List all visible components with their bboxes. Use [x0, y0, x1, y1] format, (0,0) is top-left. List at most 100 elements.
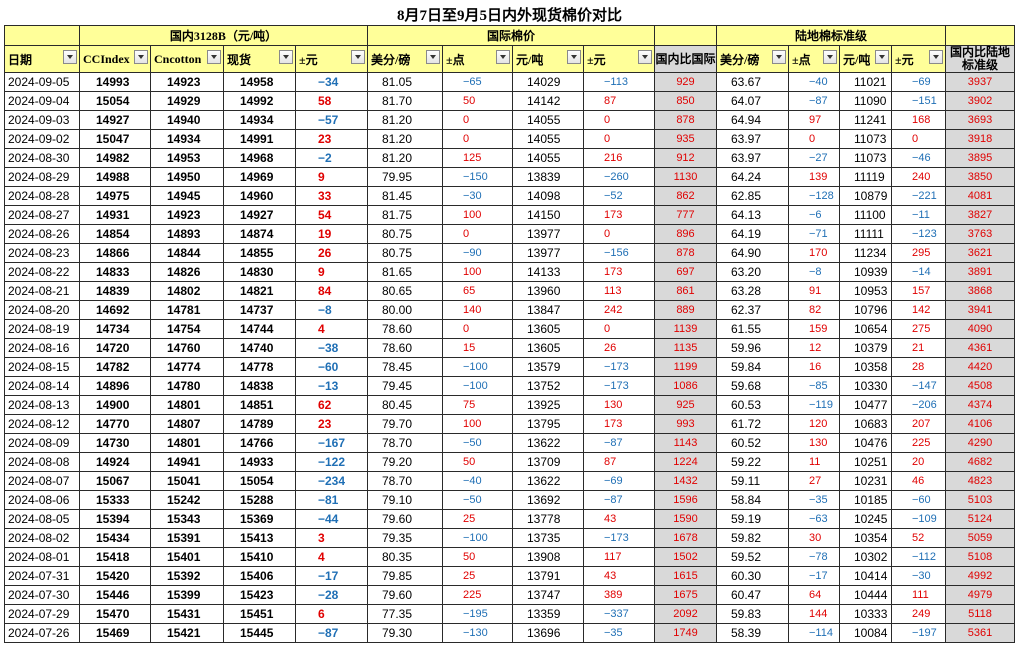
- cell-intl-cents[interactable]: 79.60: [367, 509, 443, 529]
- cell-landed-points[interactable]: 82: [788, 300, 840, 320]
- cell-intl-points[interactable]: 125: [442, 148, 513, 168]
- cell-intl-cents[interactable]: 79.95: [367, 167, 443, 187]
- cell-landed-yuan-change[interactable]: 168: [891, 110, 946, 130]
- cell-intl-yuan[interactable]: 13579: [512, 357, 584, 377]
- cell-landed-cents[interactable]: 61.72: [716, 414, 789, 434]
- cell-spot[interactable]: 15054: [223, 471, 296, 491]
- cell-date[interactable]: 2024-08-08: [4, 452, 80, 472]
- cell-intl-points[interactable]: 15: [442, 338, 513, 358]
- cell-spot[interactable]: 14933: [223, 452, 296, 472]
- cell-landed-yuan[interactable]: 10476: [839, 433, 892, 453]
- cell-intl-points[interactable]: −100: [442, 528, 513, 548]
- cell-landed-yuan[interactable]: 11021: [839, 72, 892, 92]
- cell-cncotton[interactable]: 15399: [150, 585, 224, 605]
- cell-landed-points[interactable]: 139: [788, 167, 840, 187]
- cell-domestic-vs-intl[interactable]: 2092: [654, 604, 717, 624]
- cell-landed-yuan-change[interactable]: −206: [891, 395, 946, 415]
- cell-landed-points[interactable]: 0: [788, 129, 840, 149]
- cell-domestic-vs-landed[interactable]: 4992: [945, 566, 1015, 586]
- cell-landed-cents[interactable]: 59.83: [716, 604, 789, 624]
- cell-landed-cents[interactable]: 63.67: [716, 72, 789, 92]
- cell-intl-cents[interactable]: 79.45: [367, 376, 443, 396]
- cell-ccindex[interactable]: 14988: [79, 167, 151, 187]
- cell-ccindex[interactable]: 14782: [79, 357, 151, 377]
- cell-spot-change[interactable]: 3: [295, 528, 368, 548]
- cell-domestic-vs-intl[interactable]: 925: [654, 395, 717, 415]
- cell-landed-yuan[interactable]: 10939: [839, 262, 892, 282]
- cell-landed-yuan[interactable]: 10231: [839, 471, 892, 491]
- cell-intl-cents[interactable]: 78.60: [367, 338, 443, 358]
- cell-intl-cents[interactable]: 80.45: [367, 395, 443, 415]
- cell-date[interactable]: 2024-08-28: [4, 186, 80, 206]
- cell-landed-yuan[interactable]: 10251: [839, 452, 892, 472]
- cell-domestic-vs-landed[interactable]: 4090: [945, 319, 1015, 339]
- cell-domestic-vs-intl[interactable]: 1678: [654, 528, 717, 548]
- cell-spot-change[interactable]: −44: [295, 509, 368, 529]
- cell-domestic-vs-intl[interactable]: 1749: [654, 623, 717, 643]
- cell-cncotton[interactable]: 14929: [150, 91, 224, 111]
- cell-intl-yuan[interactable]: 13709: [512, 452, 584, 472]
- cell-intl-cents[interactable]: 81.05: [367, 72, 443, 92]
- cell-spot-change[interactable]: 4: [295, 547, 368, 567]
- cell-intl-yuan[interactable]: 13692: [512, 490, 584, 510]
- cell-intl-cents[interactable]: 79.60: [367, 585, 443, 605]
- cell-landed-yuan-change[interactable]: 295: [891, 243, 946, 263]
- filter-dropdown-icon[interactable]: [279, 50, 293, 64]
- cell-spot[interactable]: 14821: [223, 281, 296, 301]
- cell-intl-cents[interactable]: 80.75: [367, 243, 443, 263]
- cell-intl-cents[interactable]: 81.65: [367, 262, 443, 282]
- cell-intl-yuan-change[interactable]: −173: [583, 357, 655, 377]
- cell-intl-yuan-change[interactable]: −156: [583, 243, 655, 263]
- cell-cncotton[interactable]: 14934: [150, 129, 224, 149]
- cell-landed-cents[interactable]: 59.22: [716, 452, 789, 472]
- cell-domestic-vs-landed[interactable]: 5108: [945, 547, 1015, 567]
- cell-intl-yuan[interactable]: 13977: [512, 243, 584, 263]
- cell-spot-change[interactable]: 62: [295, 395, 368, 415]
- cell-date[interactable]: 2024-08-02: [4, 528, 80, 548]
- cell-intl-yuan[interactable]: 14098: [512, 186, 584, 206]
- cell-spot-change[interactable]: 84: [295, 281, 368, 301]
- cell-landed-cents[interactable]: 63.20: [716, 262, 789, 282]
- cell-spot[interactable]: 14934: [223, 110, 296, 130]
- cell-landed-points[interactable]: −8: [788, 262, 840, 282]
- cell-intl-yuan[interactable]: 14055: [512, 110, 584, 130]
- cell-date[interactable]: 2024-08-30: [4, 148, 80, 168]
- cell-landed-yuan[interactable]: 10477: [839, 395, 892, 415]
- cell-landed-yuan-change[interactable]: −151: [891, 91, 946, 111]
- cell-landed-yuan[interactable]: 11234: [839, 243, 892, 263]
- cell-intl-yuan-change[interactable]: −173: [583, 376, 655, 396]
- cell-landed-cents[interactable]: 58.84: [716, 490, 789, 510]
- cell-domestic-vs-intl[interactable]: 777: [654, 205, 717, 225]
- cell-intl-cents[interactable]: 80.00: [367, 300, 443, 320]
- cell-ccindex[interactable]: 15047: [79, 129, 151, 149]
- cell-landed-yuan-change[interactable]: 240: [891, 167, 946, 187]
- cell-domestic-vs-landed[interactable]: 5361: [945, 623, 1015, 643]
- cell-cncotton[interactable]: 14774: [150, 357, 224, 377]
- cell-landed-points[interactable]: 64: [788, 585, 840, 605]
- cell-landed-cents[interactable]: 59.96: [716, 338, 789, 358]
- filter-dropdown-icon[interactable]: [134, 50, 148, 64]
- cell-cncotton[interactable]: 15421: [150, 623, 224, 643]
- cell-spot-change[interactable]: 54: [295, 205, 368, 225]
- cell-intl-yuan-change[interactable]: 117: [583, 547, 655, 567]
- cell-intl-yuan[interactable]: 13847: [512, 300, 584, 320]
- cell-cncotton[interactable]: 14945: [150, 186, 224, 206]
- cell-cncotton[interactable]: 14923: [150, 72, 224, 92]
- cell-landed-cents[interactable]: 64.90: [716, 243, 789, 263]
- cell-spot-change[interactable]: 58: [295, 91, 368, 111]
- cell-spot[interactable]: 14740: [223, 338, 296, 358]
- cell-spot-change[interactable]: −234: [295, 471, 368, 491]
- cell-intl-cents[interactable]: 81.70: [367, 91, 443, 111]
- cell-intl-cents[interactable]: 81.20: [367, 110, 443, 130]
- cell-intl-yuan-change[interactable]: 43: [583, 509, 655, 529]
- cell-landed-points[interactable]: −85: [788, 376, 840, 396]
- cell-landed-yuan[interactable]: 11073: [839, 148, 892, 168]
- cell-spot[interactable]: 14874: [223, 224, 296, 244]
- cell-date[interactable]: 2024-09-03: [4, 110, 80, 130]
- cell-landed-points[interactable]: 27: [788, 471, 840, 491]
- cell-domestic-vs-intl[interactable]: 1199: [654, 357, 717, 377]
- cell-intl-yuan-change[interactable]: 0: [583, 129, 655, 149]
- cell-date[interactable]: 2024-08-29: [4, 167, 80, 187]
- cell-date[interactable]: 2024-08-23: [4, 243, 80, 263]
- cell-intl-yuan-change[interactable]: 0: [583, 319, 655, 339]
